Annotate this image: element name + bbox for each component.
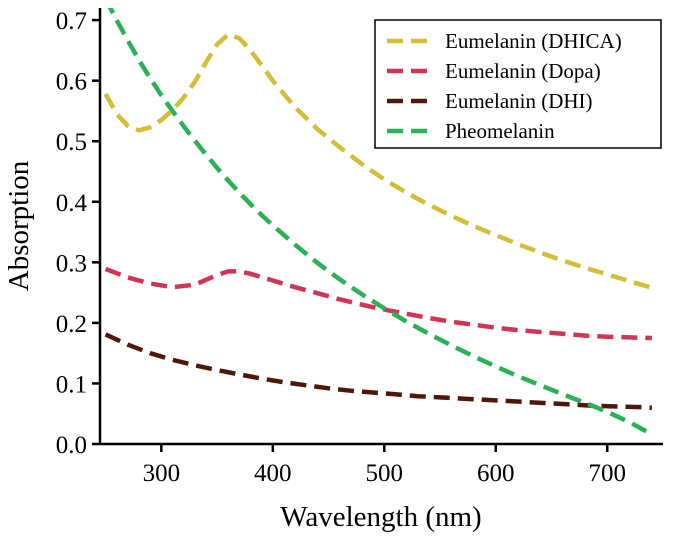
- legend-entry-label: Eumelanin (Dopa): [445, 59, 601, 83]
- x-tick-label: 400: [254, 460, 292, 487]
- series-line-1: [104, 266, 652, 341]
- y-tick-label: 0.0: [56, 432, 87, 459]
- legend-entry-label: Eumelanin (DHI): [445, 89, 593, 113]
- y-tick-label: 0.3: [56, 250, 87, 277]
- x-axis-label: Wavelength (nm): [280, 501, 481, 533]
- series-line-2: [104, 332, 653, 410]
- y-tick-label: 0.6: [56, 69, 87, 96]
- y-tick-label: 0.4: [56, 190, 88, 217]
- axes-group: 300 400 500 600 700 0.0 0.1 0.2 0.3 0.4 0.5 0.6 0.7: [56, 8, 663, 487]
- series-group: [103, 8, 653, 437]
- y-tick-label: 0.1: [56, 371, 87, 398]
- x-tick-label: 300: [143, 460, 181, 487]
- x-tick-label: 700: [589, 460, 627, 487]
- y-tick-label: 0.5: [56, 129, 87, 156]
- legend-entry-label: Eumelanin (DHICA): [445, 29, 622, 53]
- series-line-0: [103, 32, 653, 290]
- x-tick-label: 600: [477, 460, 515, 487]
- x-tick-label: 500: [366, 460, 404, 487]
- y-tick-label: 0.7: [56, 8, 87, 35]
- y-axis-label: Absorption: [3, 160, 35, 291]
- y-tick-label: 0.2: [56, 311, 87, 338]
- series-line-3: [107, 8, 653, 437]
- legend: Eumelanin (DHICA) Eumelanin (Dopa) Eumelan…: [374, 19, 662, 149]
- legend-entry-label: Pheomelanin: [445, 119, 555, 143]
